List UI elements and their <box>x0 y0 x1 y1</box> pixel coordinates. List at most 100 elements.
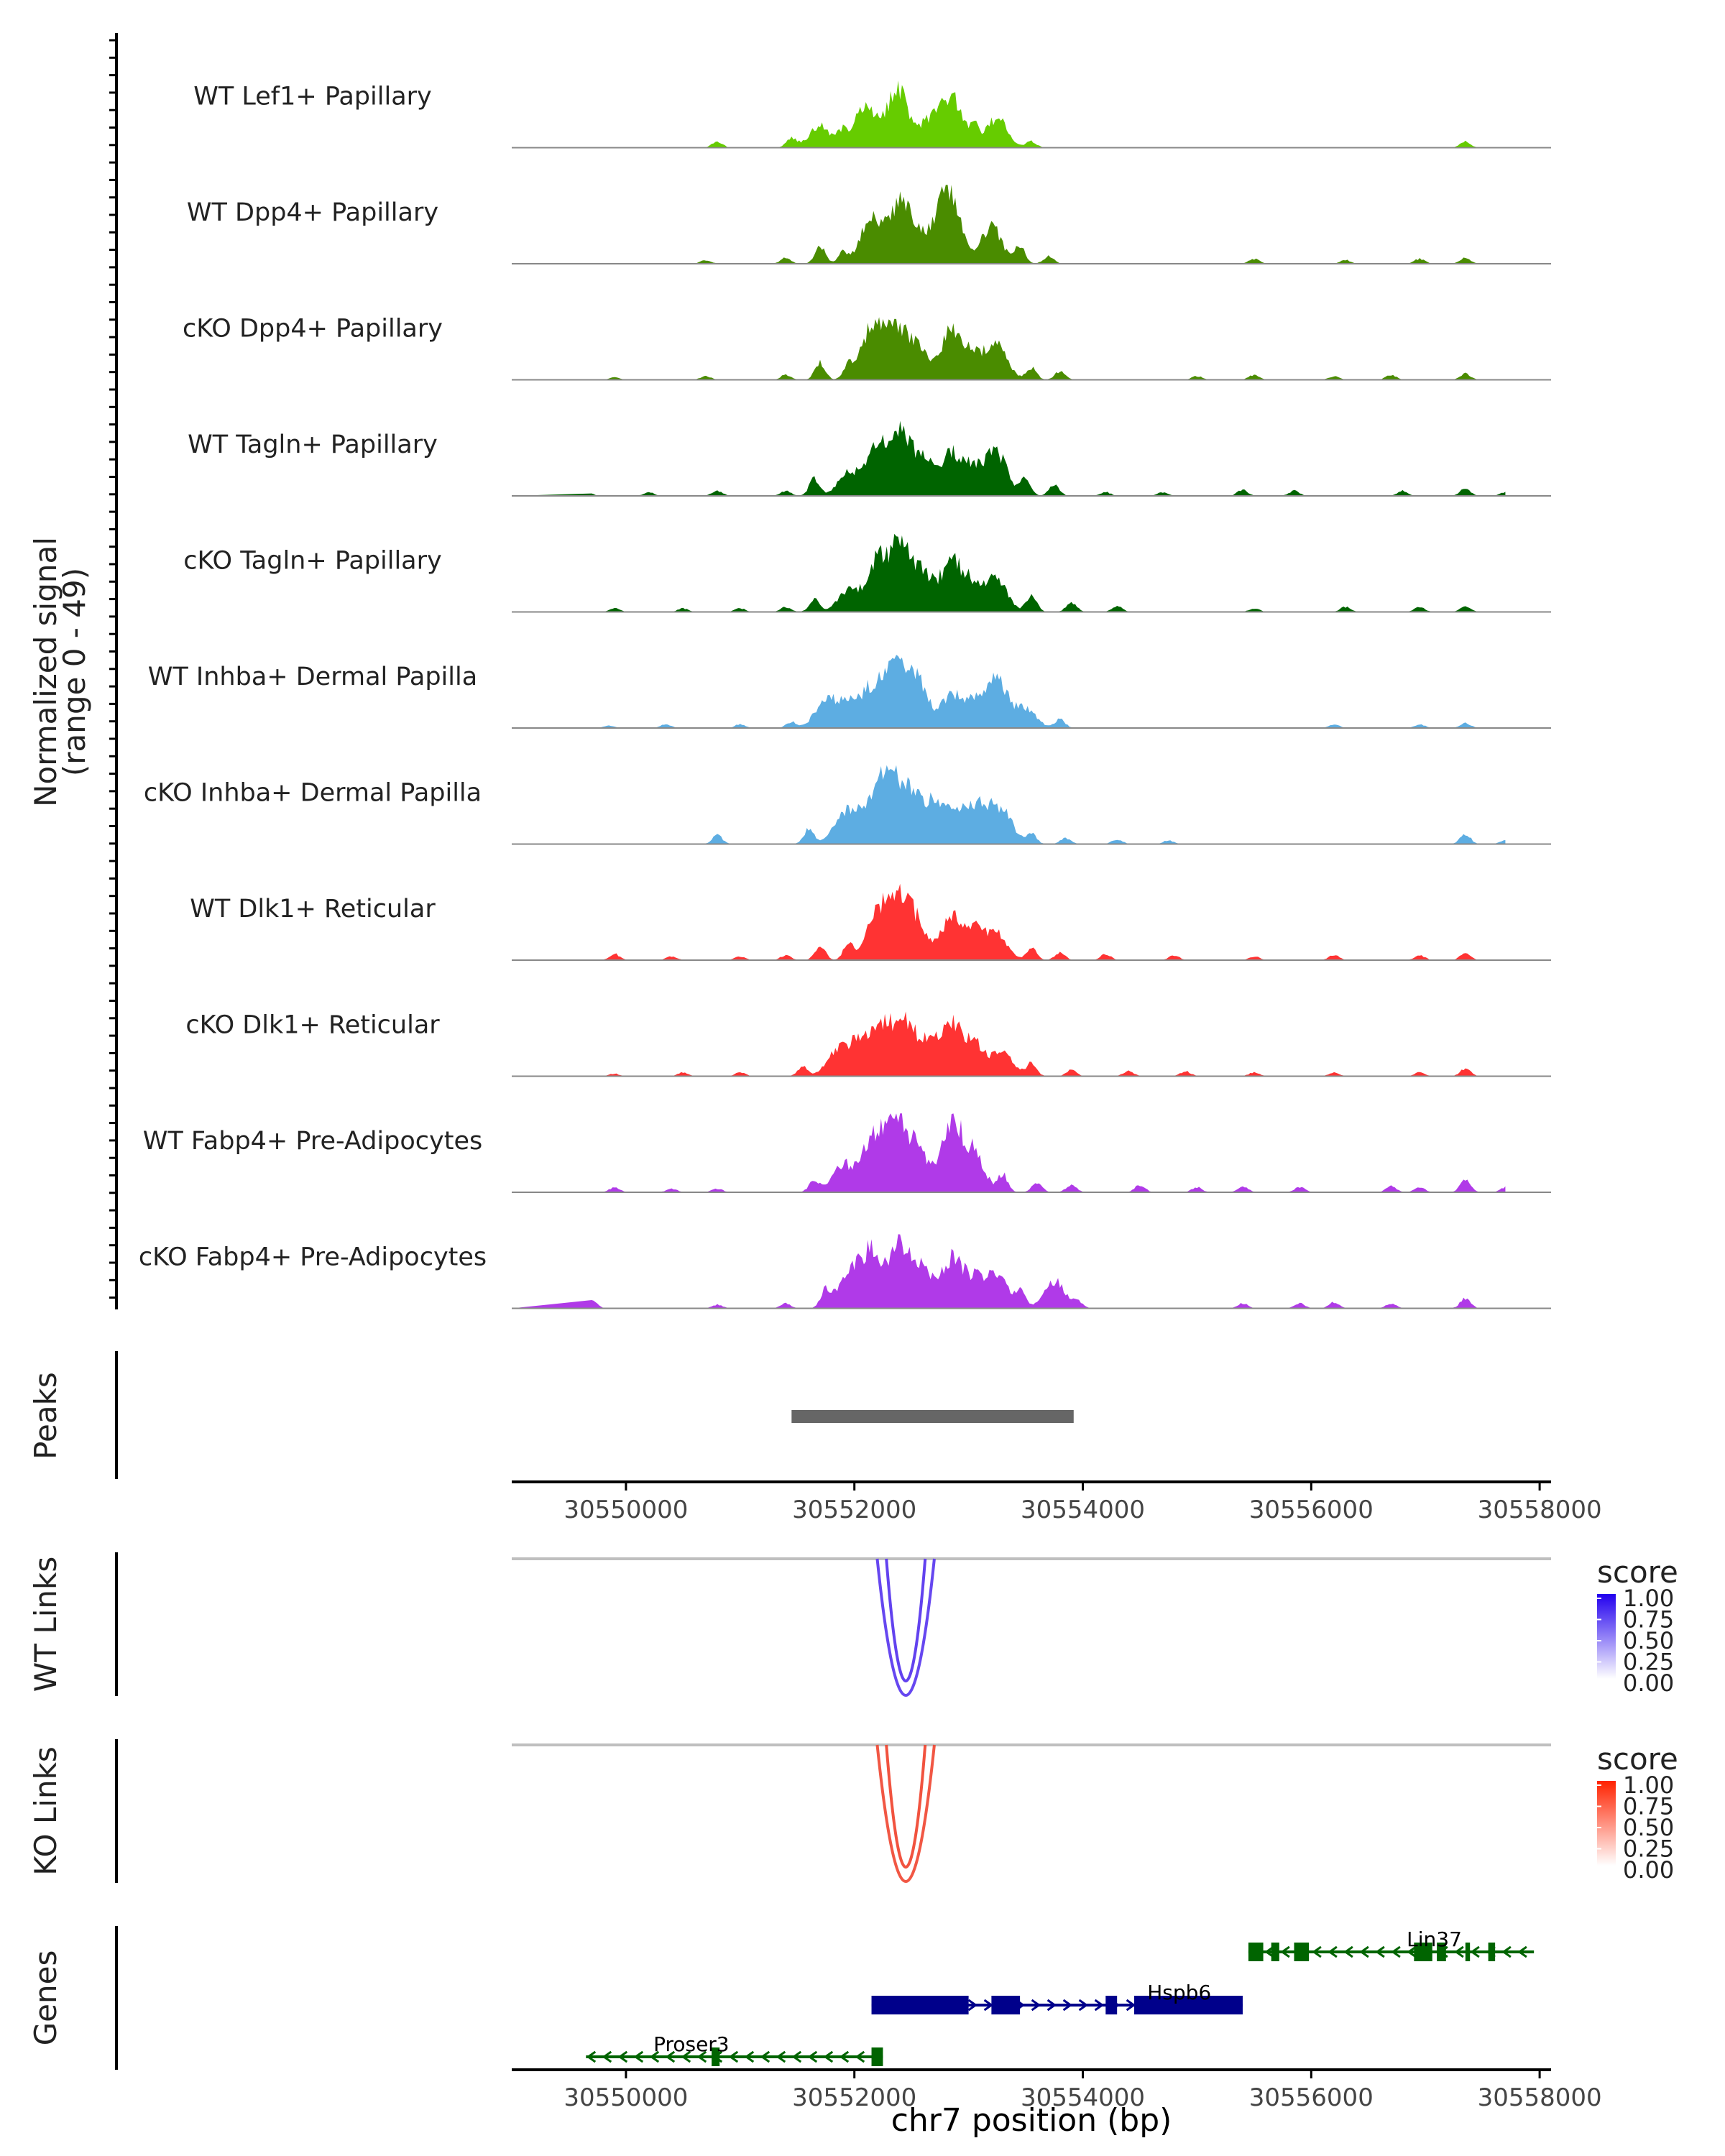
x-tick-label-30550000: 30550000 <box>564 1496 688 1524</box>
x-tick-label-30554000: 30554000 <box>1021 2083 1145 2112</box>
gene-exon-lin37-4 <box>1437 1943 1446 1961</box>
wt-link-arc-1 <box>885 1558 927 1682</box>
track-label-wt-fabp4-pre-adipocytes: WT Fabp4+ Pre-Adipocytes <box>143 1127 482 1156</box>
x-tick-label-30558000: 30558000 <box>1478 2083 1602 2112</box>
x-tick-label-30554000: 30554000 <box>1021 1496 1145 1524</box>
gene-lin37: Lin37 <box>1248 1927 1535 1961</box>
track-area-cko-tagln-papillary <box>512 533 1506 612</box>
track-wt-lef1-papillary: WT Lef1+ Papillary <box>193 80 1551 149</box>
track-area-cko-dpp4-papillary <box>512 317 1506 380</box>
track-label-wt-dpp4-papillary: WT Dpp4+ Papillary <box>187 198 438 227</box>
wt-legend-tick-1: 0.75 <box>1623 1606 1674 1634</box>
gene-exon-lin37-3 <box>1414 1943 1432 1961</box>
track-area-cko-dlk1-reticular <box>512 1011 1506 1077</box>
gene-exon-hspb6-1 <box>991 1996 1021 2014</box>
x-tick-label-30550000: 30550000 <box>564 2083 688 2112</box>
ko-legend-colorbar <box>1597 1781 1616 1866</box>
gene-label-lin37: Lin37 <box>1407 1927 1462 1951</box>
wt-legend-title: score <box>1597 1554 1678 1590</box>
x-tick-label-30558000: 30558000 <box>1478 1496 1602 1524</box>
gene-exon-lin37-5 <box>1465 1943 1471 1961</box>
x-tick-label-30556000: 30556000 <box>1249 1496 1374 1524</box>
track-label-wt-lef1-papillary: WT Lef1+ Papillary <box>193 83 432 111</box>
wt-links-label: WT Links <box>28 1557 63 1692</box>
gene-strand-arrow <box>728 2050 739 2063</box>
ko-legend-tick-2: 0.50 <box>1623 1814 1674 1841</box>
track-area-wt-dpp4-papillary <box>512 185 1506 264</box>
gene-exon-proser3-1 <box>871 2047 883 2066</box>
gene-proser3: Proser3 <box>586 2032 883 2066</box>
gene-strand-arrow <box>617 2050 628 2063</box>
gene-strand-arrow <box>1454 1945 1464 1958</box>
gene-strand-arrow <box>1470 1945 1480 1958</box>
ko-legend-tick-1: 0.75 <box>1623 1793 1674 1820</box>
x-tick-label-30552000: 30552000 <box>792 2083 916 2112</box>
gene-strand-arrow <box>823 2050 834 2063</box>
ko-link-arcs <box>875 1744 936 1883</box>
gene-exon-lin37-1 <box>1271 1943 1279 1961</box>
gene-strand-arrow <box>791 2050 802 2063</box>
gene-strand-arrow <box>807 2050 818 2063</box>
track-cko-inhba-dermal-papilla: cKO Inhba+ Dermal Papilla <box>144 765 1551 845</box>
track-cko-tagln-papillary: cKO Tagln+ Papillary <box>183 533 1551 613</box>
gene-strand-arrow <box>665 2050 676 2063</box>
ko-link-arc-0 <box>875 1744 936 1883</box>
x-tick-label-30552000: 30552000 <box>792 1496 916 1524</box>
gene-strand-arrow <box>760 2050 770 2063</box>
gene-label-proser3: Proser3 <box>653 2032 730 2056</box>
track-wt-dpp4-papillary: WT Dpp4+ Papillary <box>187 185 1551 264</box>
track-area-wt-lef1-papillary <box>512 80 1506 148</box>
gene-strand-arrow <box>649 2050 660 2063</box>
x-tick-label-30556000: 30556000 <box>1249 2083 1374 2112</box>
gene-strand-arrow <box>1280 1945 1290 1958</box>
track-area-wt-fabp4-pre-adipocytes <box>512 1113 1506 1192</box>
gene-hspb6: Hspb6 <box>871 1981 1243 2014</box>
wt-legend-tick-0: 1.00 <box>1623 1585 1674 1612</box>
gene-strand-arrow <box>1328 1945 1338 1958</box>
track-wt-tagln-papillary: WT Tagln+ Papillary <box>188 420 1551 497</box>
gene-exon-hspb6-2 <box>1105 1996 1118 2014</box>
coverage-tracks: WT Lef1+ Papillary WT Dpp4+ Papillary cKO … <box>139 80 1551 1309</box>
genes-panel: Genes Lin37 Hspb6 Proser3 30550000 30552000… <box>28 1926 1602 2139</box>
track-wt-inhba-dermal-papilla: WT Inhba+ Dermal Papilla <box>148 655 1551 729</box>
gene-strand-arrow <box>681 2050 691 2063</box>
ko-legend-tick-4: 0.00 <box>1623 1856 1674 1884</box>
gene-strand-arrow <box>1312 1945 1322 1958</box>
gene-strand-arrow <box>633 2050 644 2063</box>
track-label-wt-inhba-dermal-papilla: WT Inhba+ Dermal Papilla <box>148 663 477 691</box>
gene-models: Lin37 Hspb6 Proser3 <box>586 1927 1535 2066</box>
coverage-ylabel-line2: (range 0 - 49) <box>57 568 92 776</box>
gene-strand-arrow <box>1375 1945 1385 1958</box>
gene-strand-arrow <box>602 2050 612 2063</box>
ko-legend-tick-3: 0.25 <box>1623 1835 1674 1863</box>
coverage-panel: Normalized signal (range 0 - 49) WT Lef1… <box>28 33 1551 1309</box>
track-wt-fabp4-pre-adipocytes: WT Fabp4+ Pre-Adipocytes <box>143 1113 1551 1193</box>
track-label-cko-fabp4-pre-adipocytes: cKO Fabp4+ Pre-Adipocytes <box>139 1243 487 1272</box>
gene-strand-arrow <box>1343 1945 1353 1958</box>
gene-strand-arrow <box>967 1999 978 2012</box>
gene-label-hspb6: Hspb6 <box>1147 1981 1211 2004</box>
wt-legend-tick-3: 0.25 <box>1623 1649 1674 1676</box>
track-label-cko-tagln-papillary: cKO Tagln+ Papillary <box>183 547 442 576</box>
peak-region-0 <box>791 1410 1074 1423</box>
track-label-cko-dlk1-reticular: cKO Dlk1+ Reticular <box>185 1011 440 1040</box>
track-label-cko-inhba-dermal-papilla: cKO Inhba+ Dermal Papilla <box>144 779 482 808</box>
gene-strand-arrow <box>744 2050 755 2063</box>
gene-strand-arrow <box>1264 1945 1274 1958</box>
peak-regions <box>791 1410 1074 1423</box>
gene-exon-lin37-0 <box>1248 1943 1264 1961</box>
coverage-y-ticks <box>109 39 116 1299</box>
gene-strand-arrow <box>839 2050 850 2063</box>
track-area-wt-inhba-dermal-papilla <box>512 655 1506 728</box>
track-cko-fabp4-pre-adipocytes: cKO Fabp4+ Pre-Adipocytes <box>139 1234 1551 1309</box>
ko-links-label: KO Links <box>28 1746 63 1876</box>
x-axis-bottom: 30550000 30552000 30554000 30556000 30558000 <box>564 2070 1602 2112</box>
gene-strand-arrow <box>1391 1945 1401 1958</box>
gene-strand-arrow <box>1407 1945 1417 1958</box>
gene-strand-arrow <box>1359 1945 1369 1958</box>
gene-exon-lin37-2 <box>1294 1943 1310 1961</box>
gene-exon-hspb6-0 <box>871 1996 969 2014</box>
